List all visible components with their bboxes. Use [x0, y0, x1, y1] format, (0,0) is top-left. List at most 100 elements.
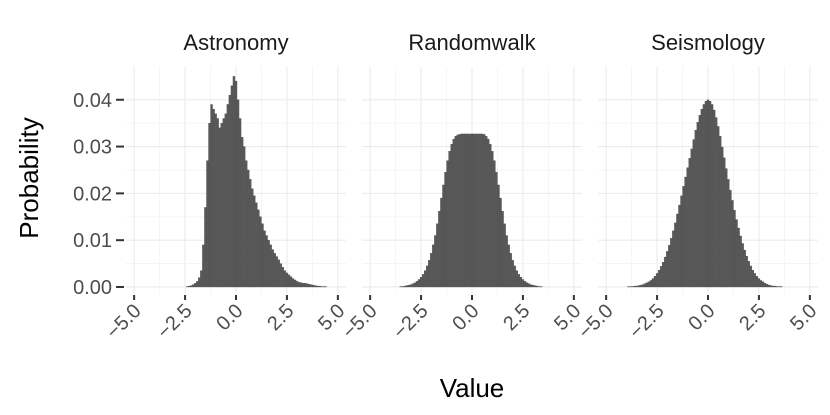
histogram-bar [721, 146, 724, 288]
histogram-bar [653, 276, 657, 288]
histogram-bar [436, 223, 439, 288]
facet-title: Astronomy [183, 30, 288, 55]
histogram-bar [279, 263, 282, 288]
histogram-bar [745, 255, 748, 288]
histogram-bar [245, 160, 248, 288]
histogram-bar [635, 285, 638, 288]
histogram-bar [507, 244, 510, 288]
histogram-bar [226, 104, 230, 288]
histogram-bar [735, 219, 738, 288]
histogram-bar [655, 273, 659, 288]
histogram-bar [308, 284, 311, 288]
histogram-bar [306, 283, 309, 288]
histogram-bar [668, 245, 671, 288]
histogram-bar [767, 284, 771, 288]
histogram-bar [763, 283, 767, 288]
histogram-bar [696, 122, 699, 288]
histogram-bar [187, 285, 191, 288]
histogram-bar [747, 261, 750, 288]
y-tick-label: 0.04 [73, 90, 112, 112]
histogram-bar [234, 80, 238, 288]
histogram-bar [421, 274, 425, 288]
histogram-bar [208, 123, 211, 288]
histogram-bar [198, 277, 201, 288]
histogram-bar [503, 223, 506, 288]
histogram-bar [466, 133, 470, 288]
histogram-bar [318, 285, 321, 288]
histogram-bar [287, 274, 291, 288]
histogram-bar [521, 279, 525, 288]
x-tick-label: 2.5 [263, 300, 298, 335]
histogram-bar [751, 269, 754, 288]
x-tick-label: 2.5 [499, 300, 534, 335]
x-tick-label: 0.0 [684, 300, 719, 335]
histogram-bar [434, 235, 437, 288]
histogram-bar [275, 256, 278, 288]
histogram-bar [458, 134, 461, 288]
histogram-bar [680, 195, 683, 288]
y-tick-label: 0.01 [73, 230, 112, 252]
histogram-bar [247, 169, 250, 288]
histogram-bar [674, 222, 677, 288]
histogram-bar [676, 213, 679, 288]
histogram-bar [291, 278, 295, 288]
histogram-bar [672, 230, 675, 288]
histogram-bar [269, 244, 272, 288]
x-tick-label: −2.5 [153, 300, 196, 343]
histogram-bar [194, 283, 197, 288]
histogram-bar [729, 189, 732, 288]
histogram-bar [659, 266, 663, 288]
histogram-bar [295, 281, 299, 288]
histogram-bar [481, 133, 484, 288]
histogram-bar [670, 238, 673, 288]
histogram-bar [446, 160, 449, 288]
histogram-bar [470, 133, 474, 288]
histogram-bar [755, 276, 759, 288]
histogram-bar [297, 282, 301, 288]
facet-title: Randomwalk [408, 30, 536, 55]
histogram-bar [302, 283, 305, 288]
histogram-bar [692, 139, 695, 288]
histogram-bar [456, 134, 459, 288]
histogram-bar [232, 76, 236, 288]
histogram-bar [405, 285, 408, 288]
histogram-bar [682, 186, 685, 288]
histogram-bar [202, 244, 205, 288]
histogram-bar [277, 259, 280, 288]
histogram-bar [212, 108, 215, 288]
histogram-bar [312, 284, 315, 288]
histogram-bar [517, 274, 521, 288]
histogram-bar [633, 285, 636, 288]
histogram-bar [533, 285, 537, 288]
histogram-bar [407, 284, 411, 288]
histogram-bar [267, 240, 270, 288]
histogram-bar [238, 118, 242, 288]
histogram-bar [485, 136, 488, 288]
histogram-bar [251, 188, 254, 288]
histogram-bar [210, 104, 213, 288]
histogram-bar [519, 277, 523, 288]
histogram-bar [293, 279, 297, 288]
facet-panel-randomwalk: Randomwalk−5.0 −2.5 0.0 2.5 5.0 [338, 30, 585, 343]
histogram-bar [489, 144, 492, 288]
histogram-bar [255, 202, 258, 288]
histogram-bar [505, 235, 508, 288]
histogram-bar [487, 138, 490, 288]
histogram-bar [657, 269, 661, 288]
histogram-bar [289, 276, 293, 288]
histogram-bar [190, 285, 193, 288]
histogram-bar [757, 278, 761, 288]
histogram-bar [527, 283, 531, 288]
x-tick-label: −5.0 [338, 300, 381, 343]
histogram-bar [411, 283, 415, 288]
y-axis-title: Probability [14, 117, 44, 238]
histogram-bar [706, 99, 710, 288]
histogram-bar [450, 144, 453, 288]
histogram-bar [230, 85, 234, 288]
histogram-bar [196, 281, 199, 288]
histogram-bar [310, 284, 313, 288]
x-tick-label: 0.0 [448, 300, 483, 335]
histogram-bar [440, 197, 443, 288]
histogram-bar [240, 137, 244, 288]
